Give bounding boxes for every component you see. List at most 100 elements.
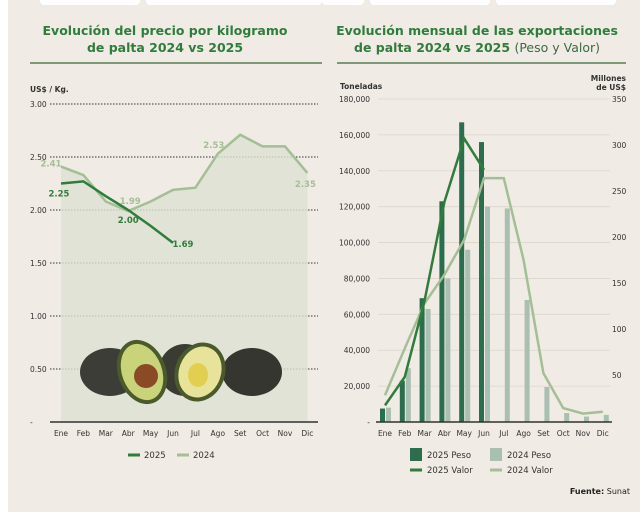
line-2024 <box>60 133 309 213</box>
data-label: 1.99 <box>120 197 141 207</box>
x-tick-label: Dic <box>597 429 609 438</box>
x-tick-label: Jun <box>477 429 490 438</box>
source-label: Fuente: <box>569 487 605 496</box>
line-2025-Valor <box>383 135 486 407</box>
bar-2024-peso <box>386 407 391 422</box>
avocado-whole <box>222 348 282 396</box>
title-line: Evolución del precio por kilogramo <box>42 23 288 38</box>
legend-label: 2024 <box>193 451 215 461</box>
y-tick-label: 1.50 <box>30 259 47 268</box>
y-left-tick-label: 40,000 <box>344 346 370 355</box>
y-tick-label: 2.00 <box>30 206 47 215</box>
legend-label: 2024 Peso <box>507 451 551 461</box>
title-line: de palta 2024 vs 2025 <box>354 40 511 55</box>
x-tick-label: Ago <box>211 429 226 438</box>
avocado-pit-hollow <box>188 363 208 387</box>
y-tick-label: 2.50 <box>30 153 47 162</box>
y-right-tick-label: 50 <box>612 371 622 380</box>
y-tick-label: 3.00 <box>30 100 47 109</box>
bar-2024-peso <box>603 414 609 422</box>
line-2024-Valor <box>383 176 603 415</box>
y-left-tick-label: 80,000 <box>344 274 370 283</box>
bar-2024-peso <box>504 208 510 422</box>
tab-placeholder <box>146 0 322 5</box>
y-left-tick-label: 180,000 <box>339 95 370 104</box>
y-left-tick-label: 60,000 <box>344 310 370 319</box>
x-tick-label: Abr <box>438 429 452 438</box>
x-tick-label: May <box>143 429 159 438</box>
y-tick-label: 1.00 <box>30 312 47 321</box>
y-right-tick-label: 350 <box>612 95 627 104</box>
data-label: 2.25 <box>49 190 70 200</box>
title-divider <box>30 62 322 64</box>
y-right-tick-label: 200 <box>612 233 627 242</box>
y-left-tick-label: 160,000 <box>339 131 370 140</box>
bar-2025-peso <box>459 122 465 423</box>
x-tick-label: Ago <box>516 429 531 438</box>
y-left-tick-label: 120,000 <box>339 203 370 212</box>
x-tick-label: Jul <box>190 429 200 438</box>
x-tick-label: May <box>456 429 472 438</box>
y-right-tick-label: 150 <box>612 279 627 288</box>
y-right-tick-label: 100 <box>612 325 627 334</box>
title-line: de palta 2024 vs 2025 <box>86 40 244 55</box>
legend-swatch <box>410 448 422 461</box>
legend-label: 2024 Valor <box>507 466 553 476</box>
x-tick-label: Feb <box>398 429 412 438</box>
title-line: Evolución mensual de las exportaciones <box>336 23 618 38</box>
data-label: 1.69 <box>173 240 194 250</box>
legend-swatch <box>490 448 502 461</box>
bar-2025-peso <box>439 201 445 422</box>
y-left-tick-label: 20,000 <box>344 382 370 391</box>
data-label: 2.53 <box>203 141 224 151</box>
x-tick-label: Jun <box>166 429 179 438</box>
bar-2024-peso <box>445 278 451 422</box>
bar-2024-peso <box>465 249 471 422</box>
y-axis-right-label: Millones <box>591 74 627 83</box>
legend-label: 2025 Peso <box>427 451 471 461</box>
price-chart-title: Evolución del precio por kilogramo de pa… <box>8 22 322 56</box>
title-suffix: (Peso y Valor) <box>514 40 600 55</box>
bar-2024-peso <box>544 387 550 422</box>
data-label: 2.35 <box>295 180 316 190</box>
avocado-image <box>80 339 282 405</box>
legend-label: 2025 Valor <box>427 466 473 476</box>
source-note: Fuente: Sunat <box>570 487 630 496</box>
bar-2024-peso <box>405 368 411 422</box>
x-tick-label: Mar <box>418 429 433 438</box>
x-tick-label: Oct <box>557 429 570 438</box>
y-left-tick-label: 140,000 <box>339 167 370 176</box>
y-right-tick-label: 250 <box>612 187 627 196</box>
bar-2025-peso <box>479 142 484 423</box>
line-2025 <box>60 180 174 244</box>
x-tick-label: Feb <box>77 429 91 438</box>
x-tick-label: Ene <box>54 429 68 438</box>
y-left-tick-label: 100,000 <box>339 239 370 248</box>
bar-2025-peso <box>380 408 385 422</box>
x-tick-label: Oct <box>256 429 269 438</box>
y-axis-left-label: Toneladas <box>340 82 383 91</box>
data-label: 2.00 <box>118 216 139 226</box>
bar-2025-peso <box>419 298 425 422</box>
x-tick-label: Set <box>234 429 246 438</box>
source-value: Sunat <box>606 487 630 496</box>
data-label: 2.41 <box>41 160 62 170</box>
x-tick-label: Dic <box>301 429 313 438</box>
x-tick-label: Jul <box>498 429 508 438</box>
y-axis-label: US$ / Kg. <box>30 85 69 94</box>
y-axis-right-label: de US$ <box>596 83 626 92</box>
x-tick-label: Ene <box>378 429 392 438</box>
bar-2024-peso <box>524 299 530 422</box>
x-tick-label: Nov <box>576 429 591 438</box>
x-tick-label: Nov <box>278 429 293 438</box>
bar-2024-peso <box>485 206 490 422</box>
tab-placeholder <box>370 0 490 5</box>
x-tick-label: Abr <box>122 429 136 438</box>
x-tick-label: Mar <box>99 429 114 438</box>
tab-placeholder <box>40 0 140 5</box>
y-left-tick-label: - <box>367 418 370 427</box>
legend-label: 2025 <box>144 451 166 461</box>
y-right-tick-label: 300 <box>612 141 627 150</box>
y-tick-label: - <box>30 418 33 427</box>
